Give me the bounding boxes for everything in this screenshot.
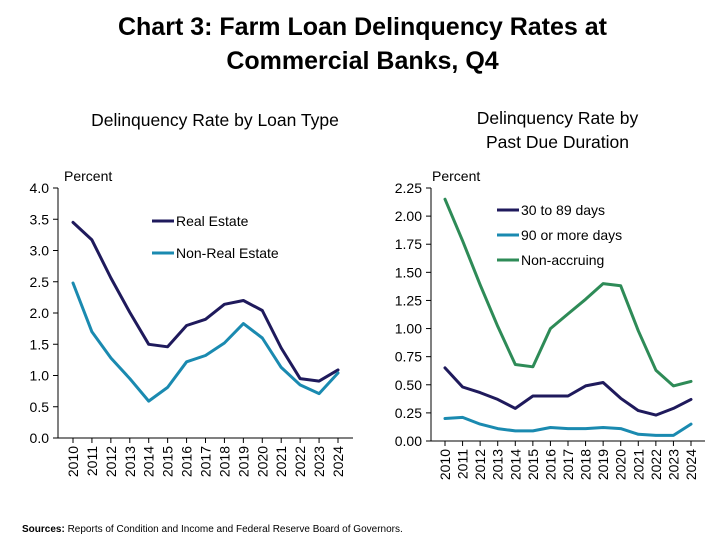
- y-tick-label: 1.75: [395, 236, 422, 252]
- x-tick-label: 2017: [560, 449, 576, 480]
- x-tick-label: 2016: [542, 449, 558, 480]
- main-title-line-1: Chart 3: Farm Loan Delinquency Rates at: [117, 13, 607, 41]
- y-tick-label: 1.0: [30, 368, 50, 384]
- x-tick-label: 2021: [630, 449, 646, 480]
- y-axis-label: Percent: [64, 168, 112, 184]
- series-line-2: [71, 281, 340, 403]
- legend-label: Non-Real Estate: [176, 245, 279, 261]
- x-tick-label: 2022: [292, 446, 308, 477]
- x-tick-label: 2023: [665, 449, 681, 480]
- left-panel-title: Delinquency Rate by Loan Type: [91, 110, 339, 130]
- x-tick-label: 2011: [455, 449, 471, 479]
- series-line-1: [443, 366, 693, 417]
- y-tick-label: 1.25: [395, 292, 422, 308]
- x-tick-label: 2014: [141, 446, 157, 477]
- y-tick-label: 3.5: [30, 211, 50, 227]
- x-tick-label: 2015: [160, 446, 176, 477]
- x-tick-label: 2015: [525, 449, 541, 480]
- legend-label: 90 or more days: [521, 227, 622, 243]
- y-tick-label: 0.00: [395, 433, 422, 449]
- y-tick-label: 2.25: [395, 180, 422, 196]
- y-tick-label: 0.75: [395, 349, 422, 365]
- x-tick-label: 2012: [472, 449, 488, 480]
- y-tick-label: 0.5: [30, 399, 50, 415]
- right-panel-title-line-2: Past Due Duration: [486, 132, 629, 152]
- x-tick-label: 2024: [330, 446, 346, 477]
- x-tick-label: 2017: [198, 446, 214, 477]
- x-tick-label: 2016: [179, 446, 195, 477]
- y-tick-label: 2.5: [30, 274, 50, 290]
- legend-label: Non-accruing: [521, 252, 604, 268]
- y-tick-label: 0.0: [30, 430, 50, 446]
- x-tick-label: 2020: [254, 446, 270, 477]
- x-tick-label: 2013: [122, 446, 138, 477]
- y-tick-label: 3.0: [30, 243, 50, 259]
- x-tick-label: 2024: [683, 449, 699, 480]
- x-tick-label: 2019: [235, 446, 251, 477]
- x-tick-label: 2010: [437, 449, 453, 480]
- right-panel-title-line-1: Delinquency Rate by: [476, 108, 639, 128]
- x-tick-label: 2019: [595, 449, 611, 480]
- x-tick-label: 2013: [490, 449, 506, 480]
- x-tick-label: 2023: [311, 446, 327, 477]
- x-tick-label: 2014: [507, 449, 523, 480]
- x-tick-label: 2012: [103, 446, 119, 477]
- legend-label: 30 to 89 days: [521, 202, 605, 218]
- y-tick-label: 2.0: [30, 305, 50, 321]
- y-tick-label: 0.25: [395, 405, 422, 421]
- legend-label: Real Estate: [176, 213, 249, 229]
- x-tick-label: 2022: [648, 449, 664, 480]
- source-note: Sources: Reports of Condition and Income…: [22, 524, 403, 535]
- x-tick-label: 2021: [273, 446, 289, 477]
- source-text: Reports of Condition and Income and Fede…: [67, 524, 403, 535]
- source-label: Sources:: [22, 524, 65, 535]
- x-tick-label: 2010: [65, 446, 81, 477]
- x-tick-label: 2020: [613, 449, 629, 480]
- y-tick-label: 1.50: [395, 264, 422, 280]
- x-tick-label: 2011: [84, 446, 100, 476]
- series-line-1: [71, 220, 340, 383]
- y-tick-label: 1.00: [395, 321, 422, 337]
- right-chart: 0.00 0.25 0.50 0.75 1.00 1.25 1.50 1.75 2.00 2.25…: [395, 168, 705, 480]
- series-line-3: [443, 197, 693, 388]
- y-tick-label: 4.0: [30, 180, 50, 196]
- y-axis-label: Percent: [432, 168, 480, 184]
- series-line-2: [443, 415, 693, 437]
- x-tick-label: 2018: [216, 446, 232, 477]
- main-title-line-2: Commercial Banks, Q4: [226, 47, 499, 75]
- y-tick-label: 1.5: [30, 336, 50, 352]
- x-tick-label: 2018: [578, 449, 594, 480]
- right-panel-title: Delinquency Rate by Past Due Duration: [390, 106, 725, 154]
- y-tick-label: 2.00: [395, 208, 422, 224]
- y-tick-label: 0.50: [395, 377, 422, 393]
- chart-main-title: Chart 3: Farm Loan Delinquency Rates at …: [0, 10, 725, 78]
